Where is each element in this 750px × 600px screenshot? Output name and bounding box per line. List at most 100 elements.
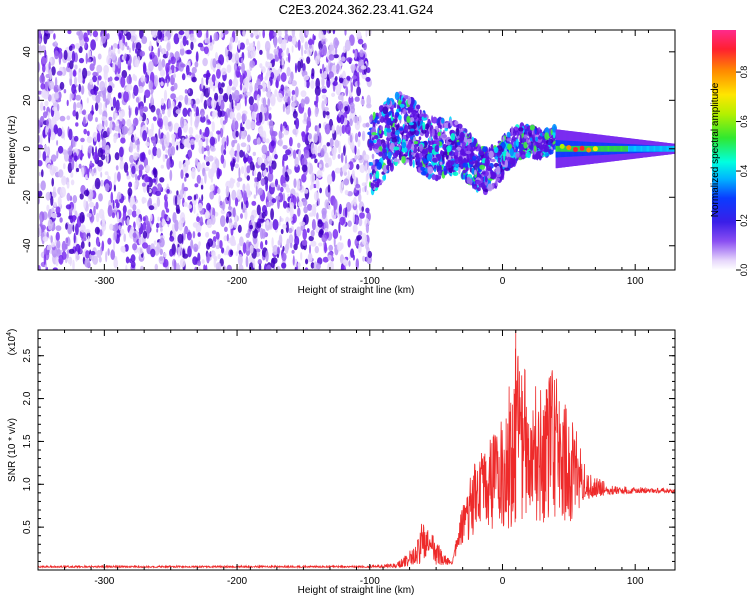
spectrogram-cell [41, 169, 44, 178]
spectrogram-cell [159, 69, 166, 77]
spectrogram-cell [166, 50, 169, 57]
spectrogram-cell [303, 75, 310, 81]
spectrogram-cell [347, 220, 352, 227]
spectrogram-cell [290, 242, 293, 249]
spectrogram-cell [423, 113, 427, 118]
spectrogram-cell [280, 186, 284, 193]
spectrogram-cell [357, 139, 361, 148]
spectrogram-cell [398, 107, 402, 112]
spectrogram-cell [408, 122, 414, 126]
spectrogram-cell [82, 109, 87, 116]
spectrogram-cell [476, 180, 482, 185]
spectrogram-cell [236, 181, 240, 188]
spectrogram-cell [109, 223, 114, 231]
spectrogram-cell [105, 100, 108, 109]
spectrogram-cell [95, 94, 101, 104]
spectrogram-cell [142, 216, 146, 222]
spectrogram-cell [42, 111, 48, 119]
spectrogram-cell [279, 215, 282, 223]
spectrogram-cell [288, 234, 294, 245]
spectrogram-cell [114, 199, 119, 204]
spectrogram-cell [406, 131, 411, 139]
spectrogram-cell [262, 154, 267, 159]
spectrogram-cell [39, 101, 44, 112]
spectrogram-cell [254, 60, 258, 65]
spectrogram-cell [78, 46, 83, 54]
spectrogram-cell [101, 221, 107, 232]
spectrogram-cell [173, 33, 180, 45]
spectrogram-cell [355, 258, 359, 270]
spectrogram-cell [190, 239, 194, 250]
spectrogram-cell [187, 195, 193, 201]
spectrogram-cell [105, 251, 108, 263]
spectrogram-cell [120, 245, 126, 253]
spectrogram-cell [418, 136, 422, 141]
spectrogram-cell [271, 198, 277, 204]
spectrogram-cell [262, 205, 267, 214]
spectrogram-cell [347, 238, 351, 248]
spectrogram-cell [278, 48, 283, 60]
spectrogram-cell [143, 62, 147, 74]
spectrogram-cell [122, 210, 127, 221]
spectrogram-cell [304, 79, 307, 88]
spectrogram-cell [63, 49, 68, 61]
spectrogram-cell [286, 66, 291, 77]
spectrogram-cell [267, 97, 271, 107]
spectrogram-cell [75, 111, 79, 120]
spectrogram-cell [258, 263, 262, 270]
spectrogram-cell [349, 134, 353, 143]
spectrogram-cell [52, 267, 58, 270]
spectrogram-cell [273, 48, 279, 55]
spectrogram-cell [324, 152, 329, 164]
spectrogram-cell [306, 56, 311, 64]
spectrogram-cell [73, 232, 76, 244]
spectrogram-cell [322, 34, 326, 40]
spectrogram-cell [223, 149, 227, 156]
spectrogram-cell [142, 81, 146, 86]
spectrogram-cell [493, 146, 499, 154]
spectrogram-cell [69, 93, 72, 102]
spectrogram-cell [363, 42, 367, 51]
spectrogram-cell [262, 97, 267, 108]
spectrogram-cell [56, 240, 61, 249]
spectrogram-cell [215, 231, 220, 240]
spectrogram-cell [192, 256, 198, 265]
spectrogram-cell [367, 250, 373, 259]
spectrogram-cell [346, 75, 351, 81]
spectrogram-cell [351, 169, 355, 179]
spectrogram-cell [118, 224, 121, 231]
spectrogram-cell [369, 173, 372, 180]
spectrogram-cell [301, 164, 308, 173]
spectrogram-cell [454, 149, 459, 157]
spectrogram-cell [246, 91, 252, 97]
spectrogram-cell [126, 175, 131, 180]
snr-panel: -300 -200 -100 0 100 0.51.01.52.02.5 Height … [6, 329, 676, 596]
spectrogram-cell [466, 153, 469, 161]
spectrogram-cell [66, 115, 71, 121]
spectrogram-cell [135, 139, 141, 146]
spectrogram-cell [237, 254, 243, 266]
spectrogram-cell [533, 153, 540, 160]
spectrogram-cell [142, 230, 148, 239]
spectrogram-cell [41, 45, 46, 52]
spectrogram-cell [288, 90, 291, 98]
spectrogram-cell [220, 209, 226, 215]
spectrogram-cell [361, 206, 365, 213]
spectrogram-cell [42, 151, 47, 162]
spectrogram-cell [342, 101, 349, 107]
spectrogram-cell [80, 85, 85, 95]
spectrogram-cell [262, 130, 267, 143]
spectrogram-cell [207, 155, 214, 162]
spectrogram-cell [191, 76, 197, 83]
spectrogram-cell [190, 138, 195, 145]
spectrogram-cell [132, 232, 137, 239]
spectrogram-cell [142, 221, 147, 231]
spectrogram-cell [53, 201, 57, 207]
spectrogram-cell [326, 77, 331, 88]
spectrogram-cell [285, 105, 291, 115]
spectrogram-cell [313, 191, 319, 201]
spectrogram-cell [264, 76, 267, 81]
spectrogram-cell [217, 254, 221, 260]
spectrogram-cell [281, 252, 287, 262]
